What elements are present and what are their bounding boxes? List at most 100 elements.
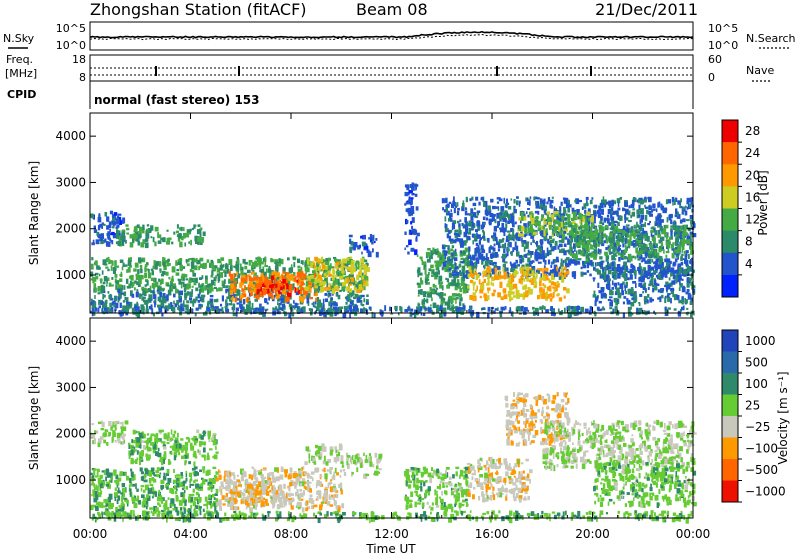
power-cell: [481, 248, 485, 253]
velocity-cell: [160, 484, 163, 491]
power-cell: [459, 297, 463, 302]
power-cell: [104, 238, 107, 243]
power-cell: [654, 236, 656, 239]
power-cell: [129, 301, 133, 307]
power-cell: [356, 282, 360, 287]
power-cell: [633, 224, 637, 228]
power-cell: [313, 292, 316, 296]
power-cell: [307, 282, 312, 286]
power-cell: [638, 230, 641, 235]
power-cell: [689, 301, 693, 305]
power-cell: [507, 213, 512, 218]
power-cell: [455, 296, 459, 300]
velocity-cell: [198, 493, 200, 498]
power-cell: [559, 230, 564, 233]
power-cell: [470, 270, 473, 276]
power-cell: [205, 284, 209, 289]
power-cell: [526, 198, 529, 202]
power-cell: [666, 216, 669, 223]
power-cell: [599, 234, 602, 240]
power-cell: [123, 291, 127, 297]
power-cell: [463, 240, 467, 246]
power-cell: [550, 306, 553, 311]
power-cell: [108, 282, 112, 287]
power-cell: [141, 287, 144, 290]
velocity-cell: [117, 478, 120, 481]
power-cell: [634, 229, 638, 234]
power-cell: [571, 309, 575, 315]
power-cell: [638, 308, 642, 315]
power-cell: [679, 280, 681, 285]
power-cell: [117, 297, 121, 301]
power-cell: [450, 229, 453, 233]
power-cell: [647, 264, 650, 269]
power-cell: [550, 239, 554, 244]
power-cell: [108, 310, 113, 313]
power-cell: [589, 199, 593, 205]
power-cell: [607, 280, 611, 286]
power-cell: [581, 206, 584, 210]
power-cell: [346, 305, 349, 310]
velocity-cell: [122, 436, 125, 440]
power-cell: [298, 306, 301, 312]
power-cell: [681, 247, 684, 253]
power-cell: [628, 255, 633, 262]
power-cell: [474, 261, 477, 265]
power-cell: [321, 256, 323, 262]
power-cell: [433, 272, 437, 276]
power-cell: [180, 306, 183, 312]
power-cell: [157, 232, 159, 238]
power-cell: [584, 244, 588, 250]
power-cell: [672, 291, 675, 298]
power-cell: [530, 281, 534, 285]
power-cell: [589, 306, 593, 311]
power-cell: [495, 239, 498, 245]
power-cell: [578, 242, 581, 246]
power-cell: [509, 296, 512, 302]
power-cell: [415, 238, 418, 242]
power-cell: [117, 265, 120, 268]
power-cell: [487, 312, 490, 319]
power-cell: [447, 303, 450, 307]
power-cell: [244, 285, 246, 290]
power-cell: [653, 280, 657, 285]
power-cell: [159, 291, 163, 298]
power-cell: [457, 279, 460, 285]
power-cell: [311, 302, 315, 305]
power-cell: [607, 284, 611, 291]
power-cell: [360, 299, 363, 306]
power-cell: [307, 260, 310, 265]
velocity-cell: [128, 484, 131, 490]
power-cell: [569, 224, 573, 228]
power-cell: [334, 258, 338, 262]
power-cell: [497, 292, 501, 295]
power-cell: [268, 272, 273, 276]
power-cell: [529, 196, 532, 200]
power-cell: [636, 250, 640, 256]
power-cell: [114, 308, 117, 311]
power-cell: [242, 290, 246, 296]
power-cell: [287, 276, 291, 281]
power-cell: [349, 238, 352, 244]
power-cell: [677, 263, 682, 266]
power-cell: [606, 214, 610, 218]
power-cell: [345, 301, 348, 305]
power-cell: [509, 282, 511, 288]
power-cell: [214, 306, 219, 309]
power-cell: [637, 239, 642, 244]
power-cell: [167, 289, 172, 296]
power-cell: [567, 262, 570, 267]
power-cell: [363, 285, 366, 291]
power-cell: [485, 253, 488, 259]
power-cell: [624, 267, 627, 273]
power-cell: [248, 282, 251, 288]
power-cell: [394, 305, 398, 310]
power-cell: [463, 274, 467, 278]
power-cell: [601, 243, 605, 247]
power-cell: [692, 233, 697, 238]
power-cell: [498, 272, 501, 279]
power-cell: [138, 231, 140, 234]
power-cell: [455, 270, 458, 273]
power-cell: [663, 249, 665, 254]
power-cell: [627, 291, 632, 294]
